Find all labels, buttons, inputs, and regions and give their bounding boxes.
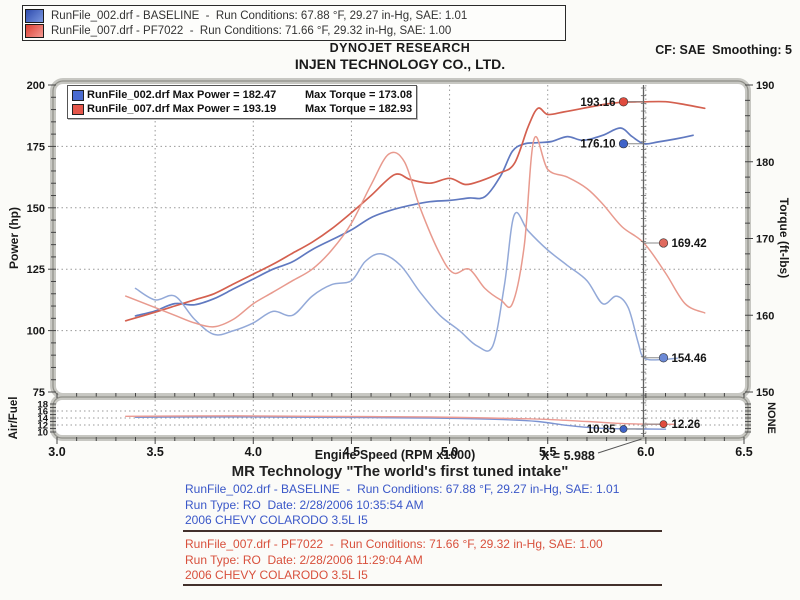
pf7022-torque-at-cursor-dot (658, 238, 669, 248)
torque-tick-label: 160 (756, 310, 774, 322)
power-tick-label: 175 (27, 141, 45, 153)
af-tick-label: 18 (37, 400, 48, 411)
pf7022-swatch (25, 23, 44, 38)
power-tick-label: 75 (33, 387, 45, 399)
run-legend-label: RunFile_002.drf - BASELINE - Run Conditi… (51, 9, 468, 22)
torque-baseline-curve (134, 212, 679, 361)
af-tick-label: 10 (37, 428, 48, 439)
baseline-max-swatch (72, 89, 84, 101)
pf7022-af-at-cursor-dot (659, 420, 668, 428)
pf7022-af-at-cursor-label: 12.26 (672, 419, 701, 431)
pf7022-torque-at-cursor-label: 169.42 (672, 238, 707, 250)
af-tick-label: 14 (37, 414, 48, 425)
x-tick-label: 5.0 (441, 445, 458, 459)
power-axis-label: Power (hp) (7, 207, 21, 269)
power-tick-label: 100 (27, 326, 45, 338)
divider-rule (183, 584, 662, 586)
cursor-value-markers: 193.16 176.10 169.42 154.46 10.85 12.26 (580, 97, 706, 436)
x-tick-label: 4.0 (245, 445, 262, 459)
max-values-legend: RunFile_002.drf Max Power = 182.47 Max To… (67, 85, 417, 119)
cursor-callout-line (597, 438, 642, 454)
torque-tick-label: 190 (756, 80, 774, 92)
baseline-power-at-cursor-label: 176.10 (580, 139, 615, 151)
x-tick-label: 3.5 (146, 445, 163, 459)
baseline-info-block: RunFile_002.drf - BASELINE - Run Conditi… (185, 482, 685, 529)
torque-pf7022-curve (124, 135, 706, 328)
runs-legend: RunFile_002.drf - BASELINE - Run Conditi… (22, 5, 566, 41)
pf7022-max-swatch (72, 103, 84, 115)
baseline-power-at-cursor-dot (618, 139, 629, 149)
af-smoothing-none-label: NONE (765, 402, 777, 434)
x-tick-label: 5.5 (539, 445, 556, 459)
max-torque-value: Max Torque = 173.08 (305, 89, 413, 101)
divider-rule (183, 530, 662, 532)
baseline-af-at-cursor-label: 10.85 (587, 424, 616, 436)
pf7022-power-at-cursor-label: 193.16 (580, 97, 615, 109)
x-tick-label: 3.0 (48, 445, 65, 459)
info-line: 2006 CHEVY COLARODO 3.5L I5 (185, 513, 368, 527)
af-tick-label: 16 (37, 407, 48, 418)
torque-tick-label: 170 (756, 234, 774, 246)
max-legend-row: RunFile_002.drf Max Power = 182.47 Max To… (68, 88, 416, 102)
power-tick-label: 150 (27, 203, 45, 215)
tagline: MR Technology "The world's first tuned i… (231, 463, 569, 480)
baseline-torque-at-cursor-label: 154.46 (672, 353, 707, 365)
power-baseline-curve (134, 127, 694, 317)
info-line: RunFile_007.drf - PF7022 - Run Condition… (185, 537, 603, 551)
dyno-curves (124, 100, 706, 361)
baseline-af-at-cursor-dot (619, 425, 628, 433)
page-title: DYNOJET RESEARCH (329, 41, 471, 55)
af-tick-label: 12 (37, 421, 48, 432)
max-power-value: RunFile_002.drf Max Power = 182.47 (87, 89, 277, 101)
max-legend-row: RunFile_007.drf Max Power = 193.19 Max To… (68, 102, 416, 116)
x-tick-label: 6.0 (637, 445, 654, 459)
x-tick-label: 4.5 (343, 445, 360, 459)
info-line: Run Type: RO Date: 2/28/2006 10:35:54 AM (185, 497, 424, 512)
cursor-x-label: X = 5.988 (541, 449, 595, 463)
pf7022-info-block: RunFile_007.drf - PF7022 - Run Condition… (185, 537, 685, 584)
x-axis-title: Engine Speed (RPM x1000) (314, 448, 476, 462)
info-line: 2006 CHEVY COLARODO 3.5L I5 (185, 568, 368, 582)
run-legend-row: RunFile_007.drf - PF7022 - Run Condition… (23, 23, 565, 38)
run-legend-row: RunFile_002.drf - BASELINE - Run Conditi… (23, 8, 565, 23)
pf7022-power-at-cursor-dot (618, 97, 629, 107)
torque-tick-label: 150 (756, 387, 774, 399)
info-line: Run Type: RO Date: 2/28/2006 11:29:04 AM (185, 552, 423, 567)
power-pf7022-curve (124, 100, 706, 322)
cf-smoothing-label: CF: SAE Smoothing: 5 (655, 43, 792, 57)
af-axis-label: Air/Fuel (8, 396, 20, 440)
baseline-swatch (25, 8, 44, 23)
info-line: RunFile_002.drf - BASELINE - Run Conditi… (185, 482, 620, 496)
axis-ticks: 7510012515017520015016017018019010121416… (27, 80, 775, 459)
run-legend-label: RunFile_007.drf - PF7022 - Run Condition… (51, 24, 452, 37)
baseline-torque-at-cursor-dot (658, 353, 669, 363)
power-tick-label: 125 (27, 264, 45, 276)
max-power-value: RunFile_007.drf Max Power = 193.19 (87, 103, 277, 115)
company-title: INJEN TECHNOLOGY CO., LTD. (294, 56, 506, 72)
torque-tick-label: 180 (756, 157, 774, 169)
power-tick-label: 200 (27, 80, 45, 92)
af-pf7022-curve (125, 415, 676, 425)
max-torque-value: Max Torque = 182.93 (305, 103, 413, 115)
x-tick-label: 6.5 (735, 445, 752, 459)
torque-axis-label: Torque (ft-lbs) (777, 197, 791, 279)
